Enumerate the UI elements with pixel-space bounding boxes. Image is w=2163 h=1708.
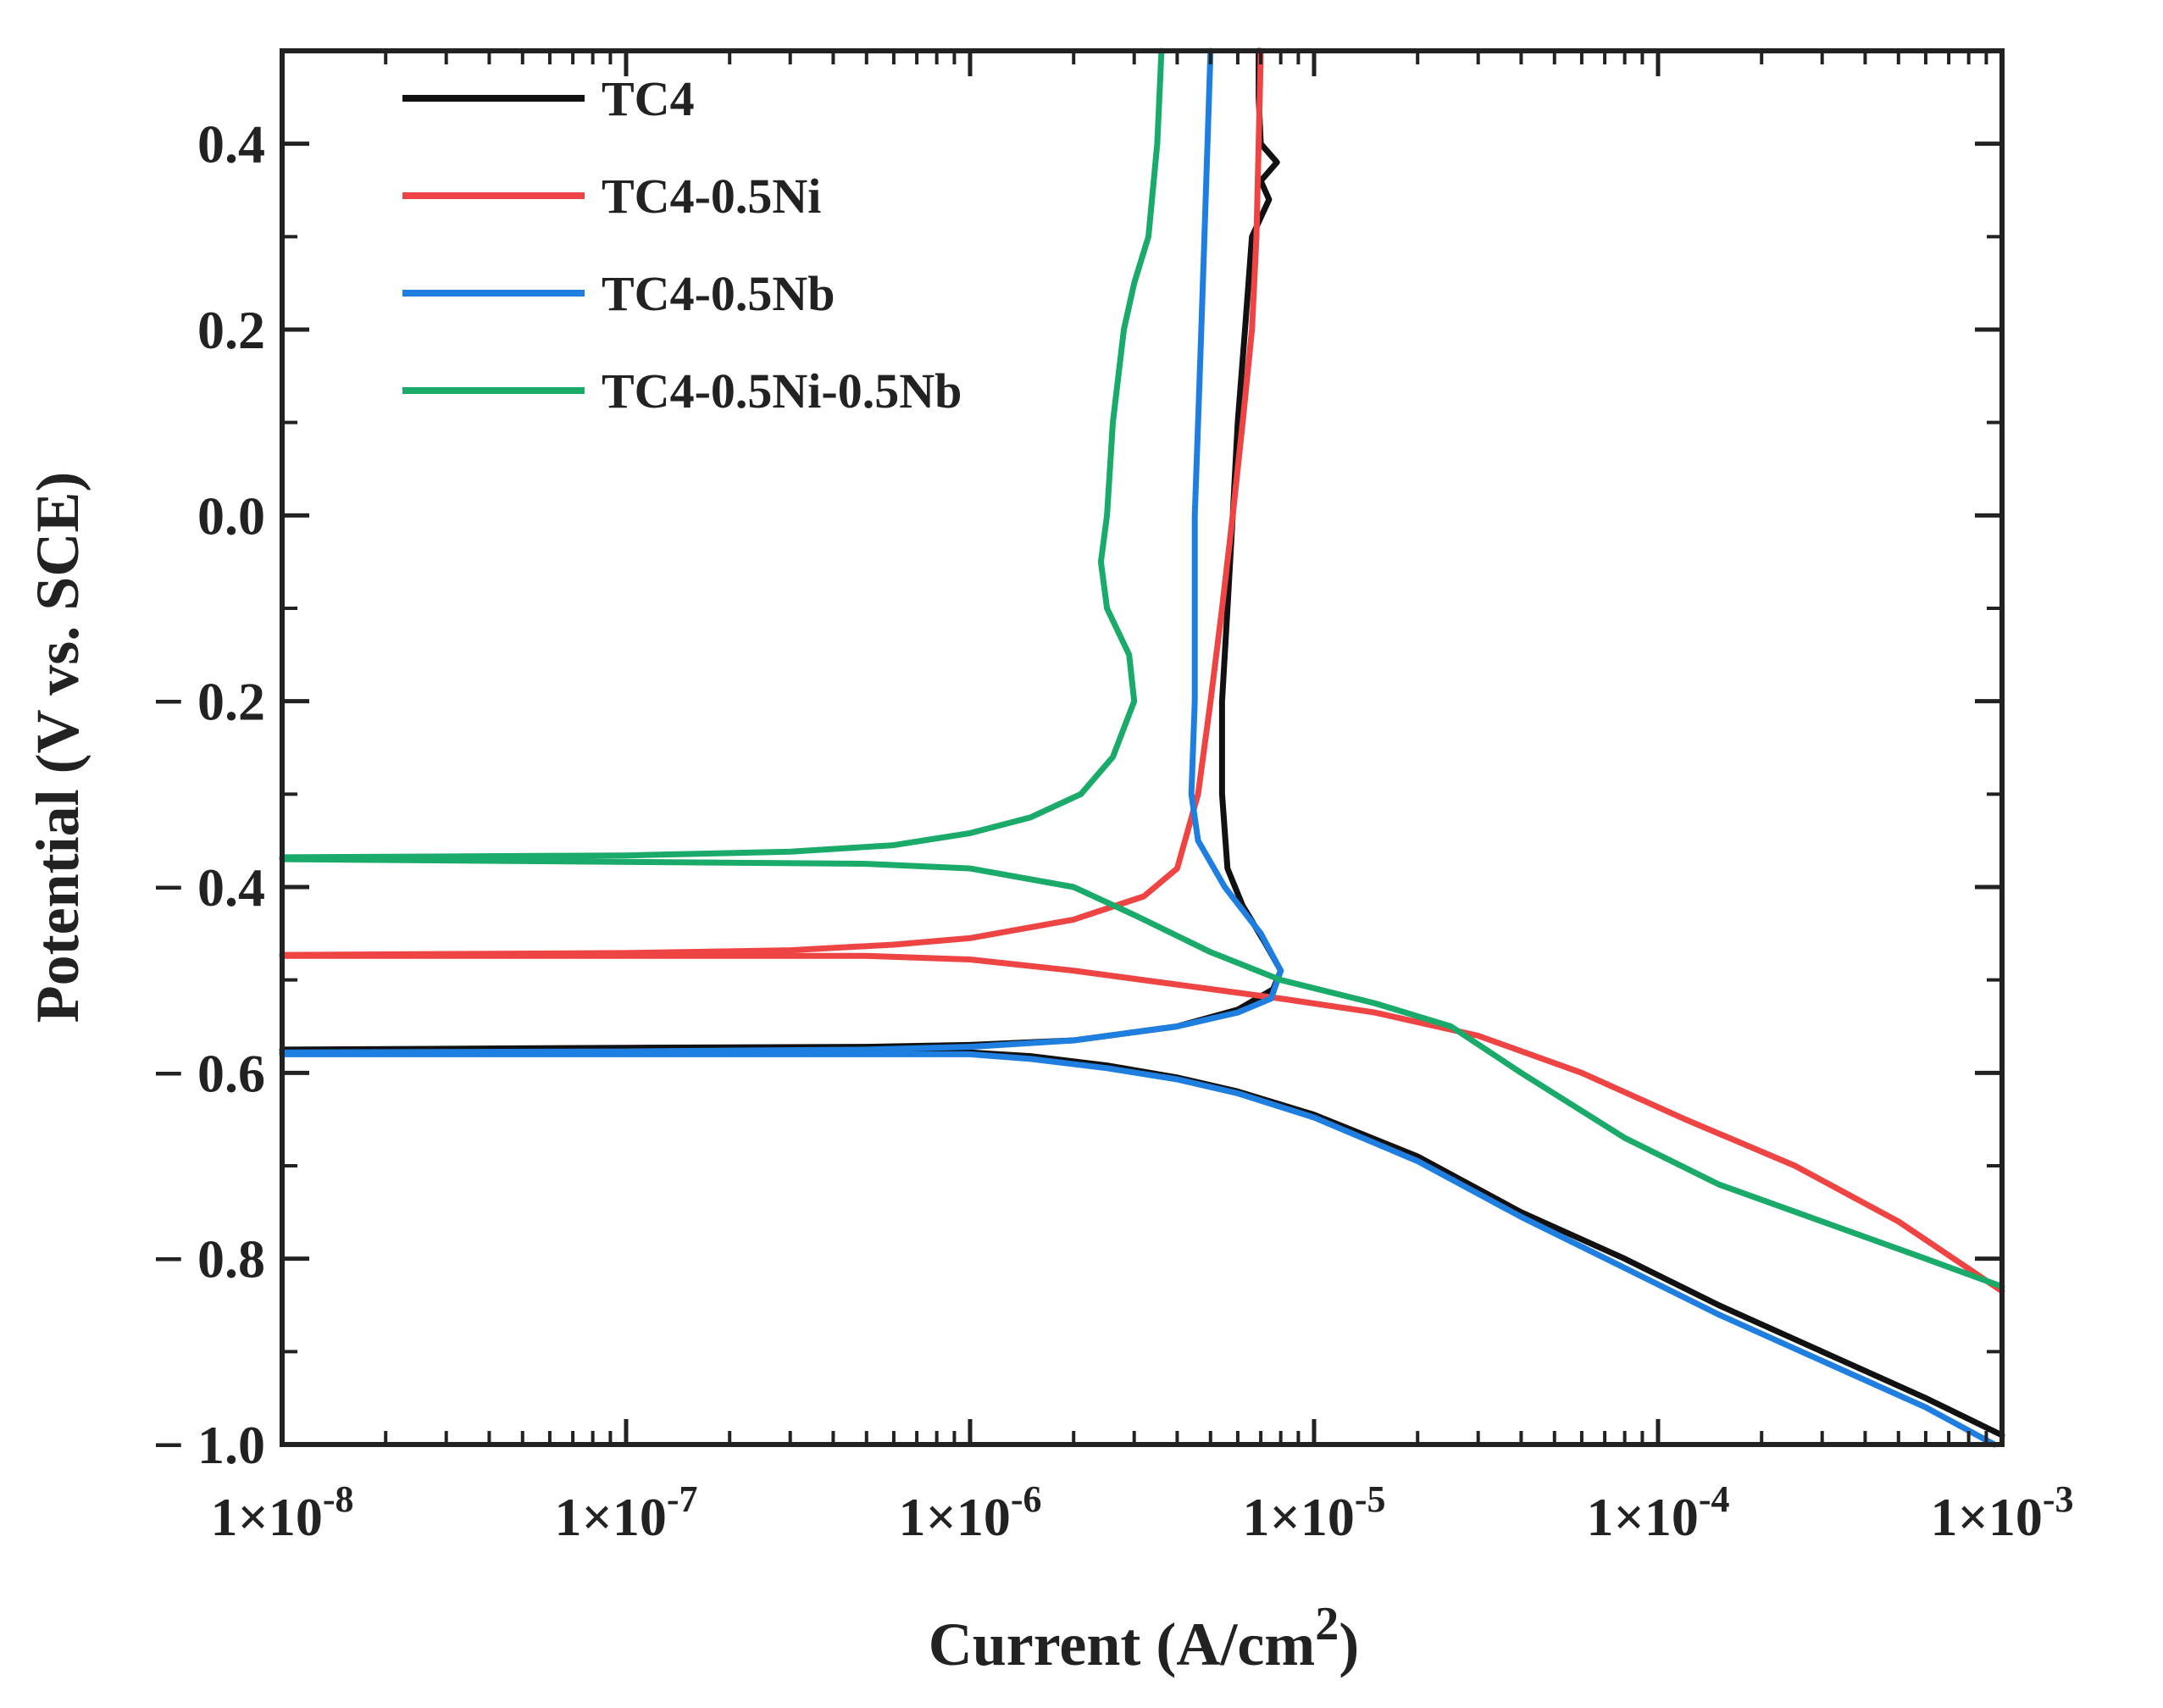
x-axis-title: Current (A/cm2) [929, 1598, 1360, 1678]
x-tick-label-base: 1×10 [210, 1487, 322, 1547]
x-tick-label-base: 1×10 [898, 1487, 1010, 1547]
x-tick-label: 1×10-3 [1930, 1478, 2073, 1547]
x-axis-title-end: ) [1339, 1611, 1359, 1678]
x-tick-label: 1×10-6 [898, 1478, 1041, 1547]
x-tick-label-base: 1×10 [554, 1487, 666, 1547]
y-tick-label: − 0.6 [153, 1043, 265, 1103]
y-tick-label: − 0.2 [153, 672, 265, 732]
x-tick-label-exp: -4 [1699, 1478, 1730, 1520]
legend-label-tc4: TC4 [602, 71, 695, 126]
x-tick-label: 1×10-4 [1586, 1478, 1729, 1547]
x-tick-label-base: 1×10 [1586, 1487, 1698, 1547]
x-tick-label-exp: -3 [2043, 1478, 2074, 1520]
y-tick-label: 0.2 [197, 300, 265, 360]
series-line-tc4-0-5ni-0-5nb-cathodic [279, 856, 2005, 1290]
x-tick-label: 1×10-7 [554, 1478, 697, 1547]
series-line-tc4-0-5ni-cathodic [279, 952, 2005, 1295]
x-axis: 1×10-8 1×10-7 1×10-6 1×10-5 1×10-4 1×10-3 [210, 51, 2074, 1547]
x-axis-title-sup: 2 [1315, 1598, 1339, 1650]
y-tick-label: − 1.0 [153, 1415, 265, 1475]
legend-label-tc4-0-5ni: TC4-0.5Ni [602, 169, 821, 224]
series-line-tc4-0-5ni-0-5nb-anodic [279, 47, 1165, 861]
legend-label-tc4-0-5ni-0-5nb: TC4-0.5Ni-0.5Nb [602, 363, 962, 419]
series-line-tc4-0-5nb-cathodic [279, 1051, 1998, 1448]
series-layer [279, 47, 2005, 1448]
x-tick-label: 1×10-5 [1242, 1478, 1385, 1547]
legend-label-tc4-0-5nb: TC4-0.5Nb [602, 266, 835, 321]
y-tick-label: 0.0 [197, 485, 265, 546]
y-axis-title: Potential (V vs. SCE) [24, 472, 92, 1023]
y-tick-label: 0.4 [197, 114, 265, 175]
series-line-tc4-0-5nb-anodic [279, 47, 1284, 1056]
series-line-tc4-cathodic [279, 1049, 2005, 1439]
x-tick-label-exp: -7 [667, 1478, 698, 1520]
legend: TC4 TC4-0.5Ni TC4-0.5Nb TC4-0.5Ni-0.5Nb [402, 71, 962, 419]
y-tick-label: − 0.4 [153, 857, 265, 918]
plot-frame [280, 48, 2005, 1447]
x-tick-label-exp: -6 [1011, 1478, 1042, 1520]
x-tick-label-base: 1×10 [1242, 1487, 1354, 1547]
x-axis-title-main: Current (A/cm [929, 1611, 1316, 1678]
x-tick-label: 1×10-8 [210, 1478, 353, 1547]
x-tick-label-base: 1×10 [1930, 1487, 2042, 1547]
x-tick-label-exp: -8 [323, 1478, 354, 1520]
y-axis: 0.4 0.2 0.0 − 0.2 − 0.4 − 0.6 − 0.8 − 1.0 [153, 49, 2002, 1475]
series-line-tc4-0-5ni-anodic [279, 47, 1264, 958]
x-tick-label-exp: -5 [1355, 1478, 1386, 1520]
y-tick-label: − 0.8 [153, 1229, 265, 1289]
